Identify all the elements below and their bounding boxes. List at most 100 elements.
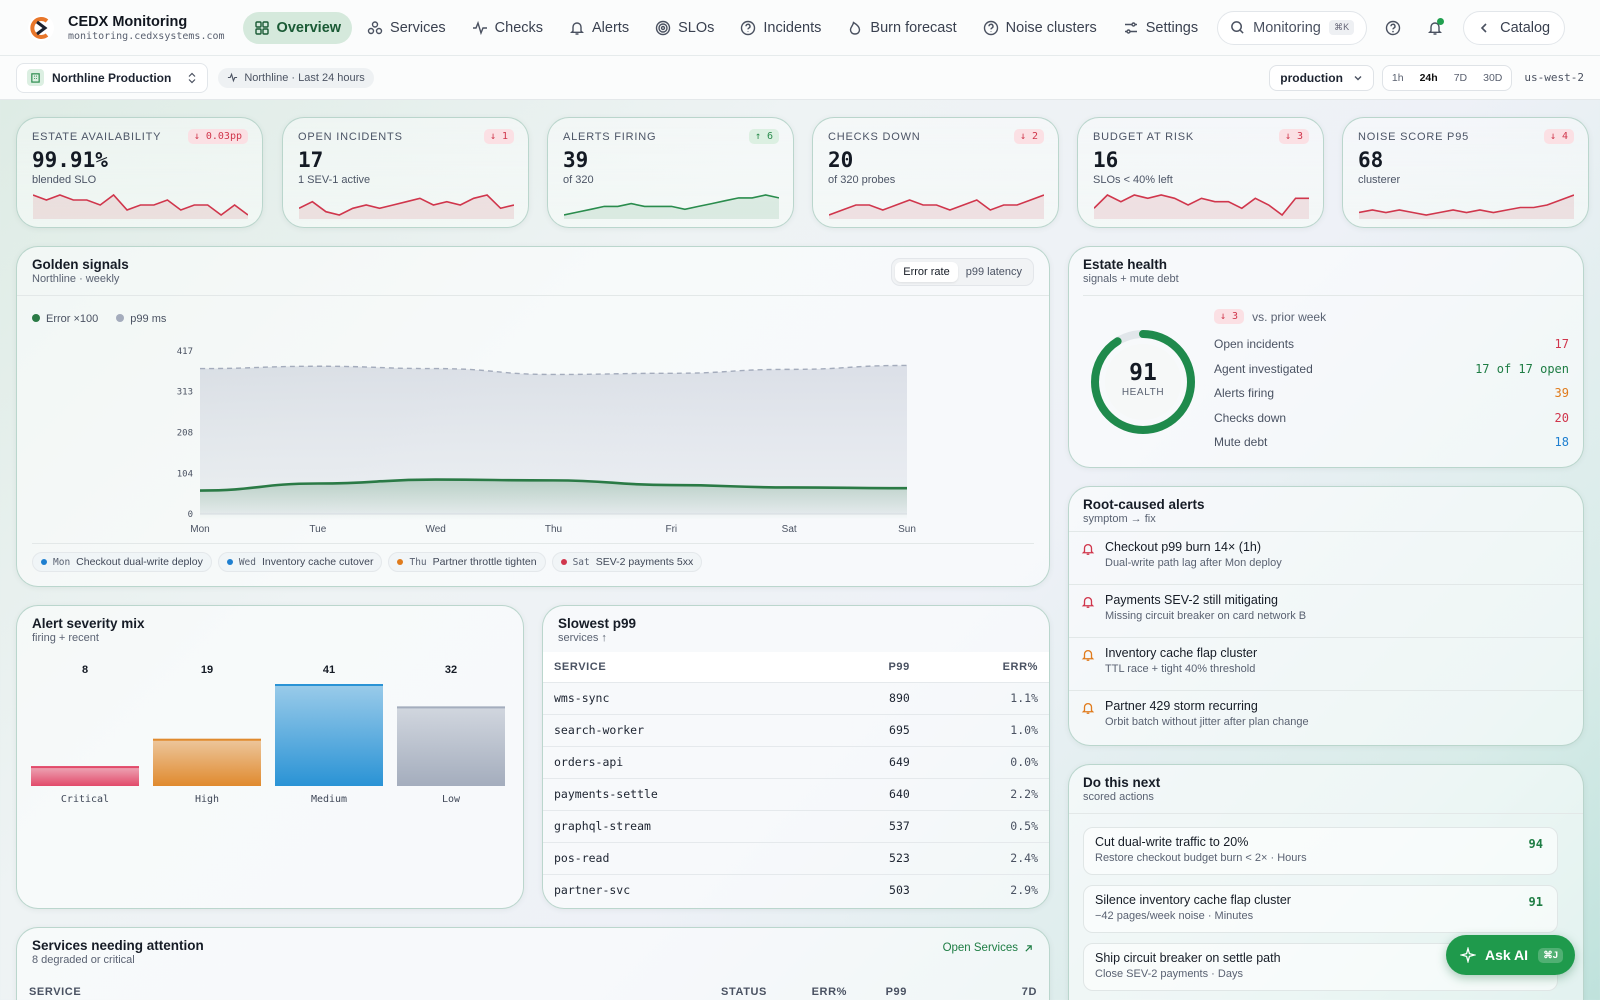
environment-name: Northline Production [52, 70, 172, 85]
metric-toggle: Error rate p99 latency [891, 258, 1034, 286]
severity-bar[interactable] [397, 706, 505, 786]
brand-name: CEDX Monitoring [68, 13, 188, 30]
x-tick-label: Sat [782, 524, 797, 535]
column-header[interactable]: ERR% [920, 652, 1049, 682]
p99-value: 890 [823, 681, 921, 714]
severity-bar[interactable] [275, 684, 383, 786]
question-icon [983, 20, 998, 35]
nav-alerts[interactable]: Alerts [558, 12, 640, 44]
range-1h[interactable]: 1h [1391, 71, 1404, 84]
severity-bar-chart: 8 Critical 19 High 41 Medium 32 Low [31, 664, 505, 805]
severity-bar-cap [31, 766, 139, 769]
notifications-button[interactable] [1419, 12, 1451, 44]
error-rate: 1.1% [920, 681, 1049, 714]
kpi-delta: ↓ 1 [483, 129, 514, 144]
flame-icon [850, 20, 861, 35]
sparkline-line [33, 193, 248, 216]
root-caused-alerts-card: Root-caused alerts symptom → fix Checkou… [1068, 486, 1584, 746]
search-input[interactable]: Monitoring ⌘K [1217, 10, 1368, 45]
nav-noise-clusters[interactable]: Noise clusters [972, 12, 1108, 44]
range-24h[interactable]: 24h [1419, 71, 1438, 84]
brand-logo[interactable] [26, 13, 56, 43]
health-row-value: 39 [1554, 386, 1569, 401]
health-row: Checks down 20 [1214, 406, 1569, 431]
action-subtitle: −42 pages/week noise · Minutes [1095, 910, 1254, 922]
table-row[interactable]: payments-settle 640 2.2% [543, 777, 1049, 810]
range-30d[interactable]: 30D [1483, 71, 1503, 84]
nav-slos[interactable]: SLOs [644, 12, 725, 44]
environment-select[interactable]: production [1269, 64, 1374, 91]
column-header[interactable]: 7D [1021, 986, 1037, 998]
root-cause-item[interactable]: Inventory cache flap cluster TTL race + t… [1069, 637, 1583, 690]
kpi-card[interactable]: ESTATE AVAILABILITY 99.91% blended SLO ↓ 0.… [16, 117, 263, 228]
p99-value: 537 [823, 809, 921, 842]
nav-label: Incidents [763, 19, 822, 36]
card-title: Alert severity mix [32, 616, 145, 631]
table-row[interactable]: pos-read 523 2.4% [543, 841, 1049, 874]
y-tick-label: 417 [177, 347, 193, 357]
kpi-card[interactable]: BUDGET AT RISK 16 SLOs < 40% left ↓ 3 [1077, 117, 1324, 228]
nav-burn-forecast[interactable]: Burn forecast [836, 12, 967, 44]
ask-ai-button[interactable]: Ask AI ⌘J [1446, 935, 1575, 975]
table-row[interactable]: search-worker 695 1.0% [543, 713, 1049, 746]
severity-value: 8 [82, 664, 88, 676]
root-cause-item[interactable]: Payments SEV-2 still mitigating Missing c… [1069, 584, 1583, 637]
event-chip[interactable]: Wed Inventory cache cutover [217, 552, 383, 572]
kpi-value: 68 [1358, 148, 1384, 172]
kpi-value: 20 [828, 148, 854, 172]
table-row[interactable]: orders-api 649 0.0% [543, 745, 1049, 778]
severity-bar[interactable] [31, 766, 139, 786]
column-header[interactable]: SERVICE [29, 986, 82, 998]
kpi-card[interactable]: ALERTS FIRING 39 of 320 ↑ 6 [547, 117, 794, 228]
card-title: Estate health [1083, 257, 1168, 272]
action-item[interactable]: Cut dual-write traffic to 20% Restore che… [1083, 827, 1558, 875]
table-row[interactable]: graphql-stream 537 0.5% [543, 809, 1049, 842]
kpi-card[interactable]: NOISE SCORE P95 68 clusterer ↓ 4 [1342, 117, 1589, 228]
root-cause-item[interactable]: Partner 429 storm recurring Orbit batch w… [1069, 690, 1583, 743]
range-7d[interactable]: 7D [1453, 71, 1468, 84]
kpi-sparkline [1094, 194, 1309, 219]
table-row[interactable]: wms-sync 890 1.1% [543, 681, 1049, 714]
nav-overview[interactable]: Overview [242, 11, 353, 44]
column-header[interactable]: P99 [885, 986, 907, 998]
bell-icon [1081, 596, 1095, 608]
service-name: graphql-stream [543, 809, 824, 842]
kpi-delta: ↓ 0.03pp [187, 129, 248, 144]
service-name: partner-svc [543, 873, 824, 906]
nav-services[interactable]: Services [356, 12, 457, 44]
kpi-sparkline [564, 194, 779, 219]
legend-swatch [116, 314, 125, 322]
column-header[interactable]: ERR% [811, 986, 847, 998]
nav-incidents[interactable]: Incidents [729, 12, 832, 44]
root-cause-subtitle: TTL race + tight 40% threshold [1105, 663, 1256, 675]
health-row: Mute debt 18 [1214, 430, 1569, 455]
toggle-error-rate[interactable]: Error rate [895, 262, 958, 282]
p99-value: 503 [823, 873, 921, 906]
open-services-link[interactable]: Open Services [943, 942, 1033, 954]
event-chip[interactable]: Thu Partner throttle tighten [388, 552, 546, 572]
legend-item: Error ×100 [32, 313, 98, 325]
column-header[interactable]: STATUS [721, 986, 767, 998]
column-header[interactable]: P99 [823, 652, 921, 682]
legend-label: p99 ms [130, 313, 167, 325]
event-chip[interactable]: Sat SEV-2 payments 5xx [551, 552, 703, 572]
kpi-card[interactable]: CHECKS DOWN 20 of 320 probes ↓ 2 [812, 117, 1059, 228]
environment-switcher[interactable]: Northline Production [16, 62, 209, 93]
nav-settings[interactable]: Settings [1112, 12, 1209, 44]
error-rate: 2.2% [920, 777, 1049, 810]
nav-checks[interactable]: Checks [461, 12, 554, 44]
toggle-p99-latency[interactable]: p99 latency [965, 266, 1022, 278]
kpi-delta: ↑ 6 [748, 129, 779, 144]
severity-bar[interactable] [153, 738, 261, 786]
column-header[interactable]: SERVICE [543, 652, 824, 682]
chart-legend: Error ×100 p99 ms [32, 313, 166, 325]
root-cause-item[interactable]: Checkout p99 burn 14× (1h) Dual-write pat… [1069, 531, 1583, 584]
x-tick-label: Wed [425, 524, 445, 535]
help-button[interactable] [1377, 12, 1409, 44]
action-item[interactable]: Silence inventory cache flap cluster −42 … [1083, 885, 1558, 933]
table-row[interactable]: partner-svc 503 2.9% [543, 873, 1049, 906]
kpi-card[interactable]: OPEN INCIDENTS 17 1 SEV-1 active ↓ 1 [282, 117, 529, 228]
x-tick-label: Mon [190, 524, 209, 535]
catalog-button[interactable]: Catalog [1463, 10, 1566, 45]
event-chip[interactable]: Mon Checkout dual-write deploy [32, 552, 212, 572]
